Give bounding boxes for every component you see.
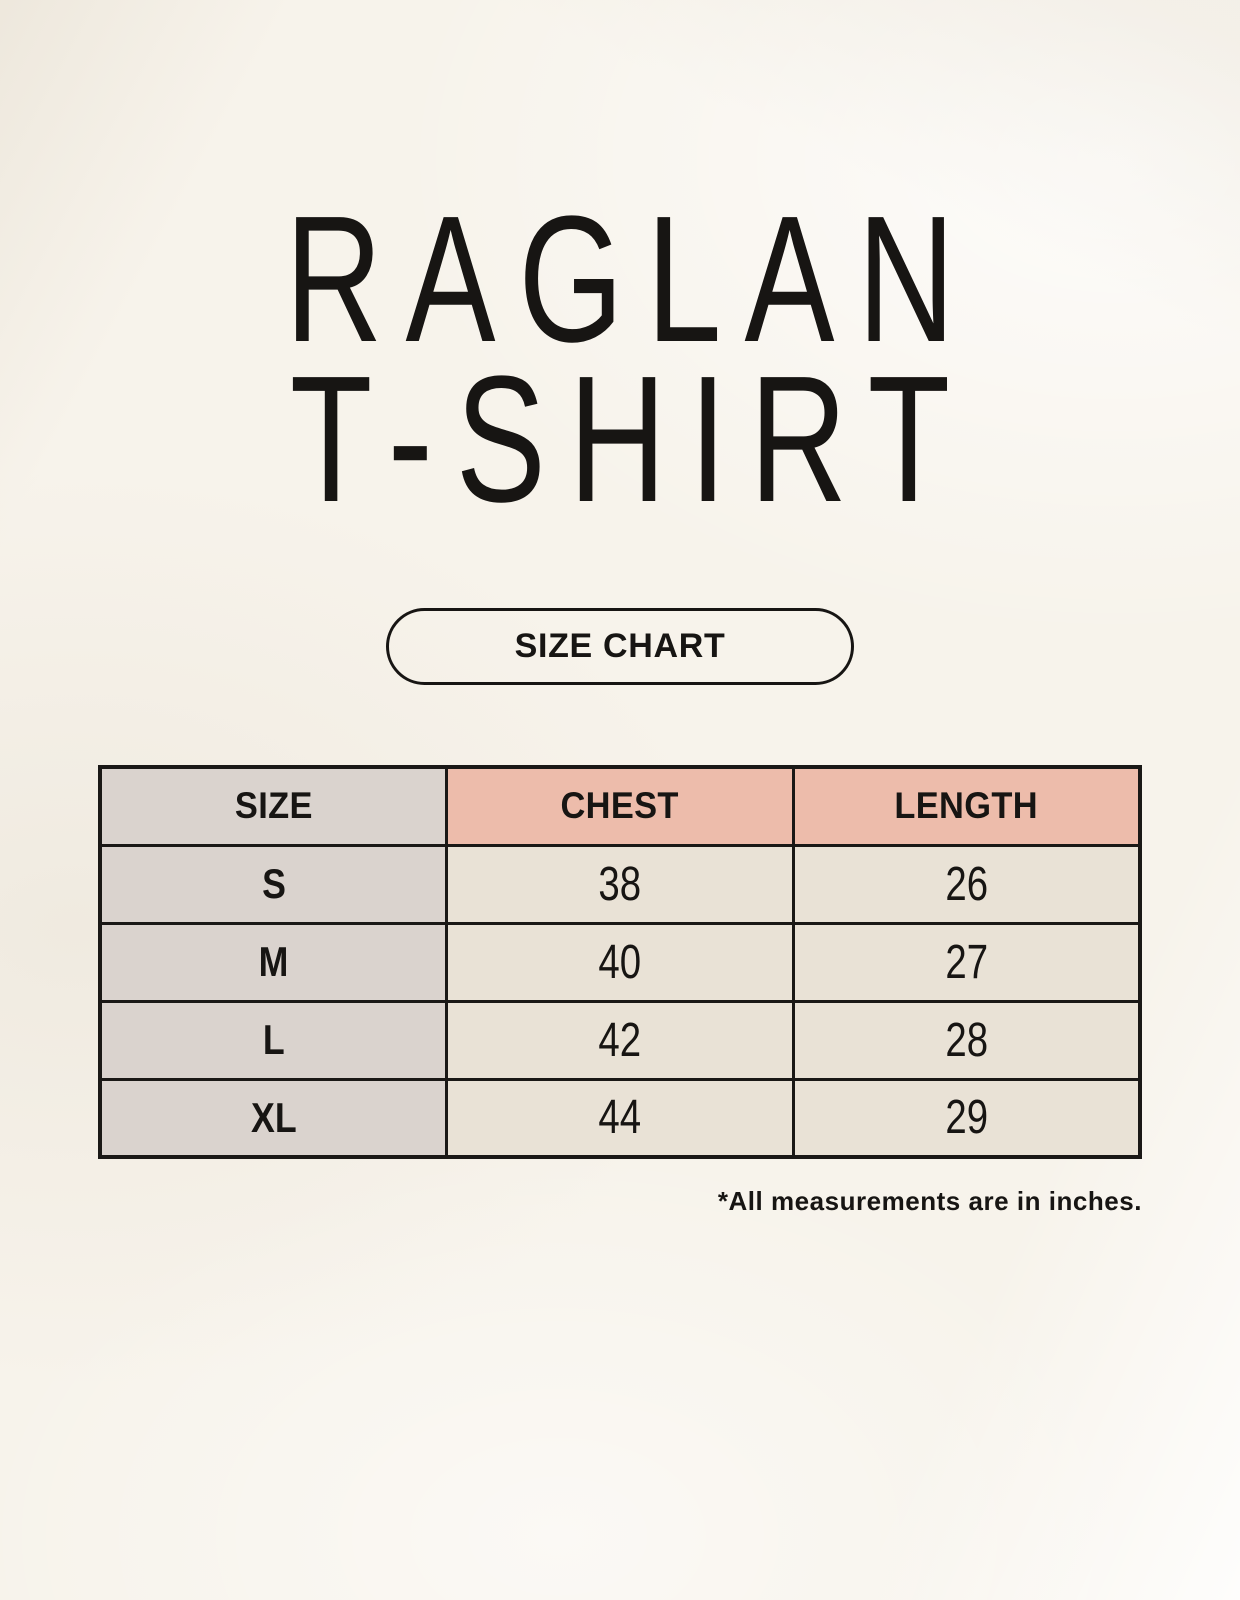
product-title-line2: T-SHIRT (289, 339, 974, 540)
header-cell-size: SIZE (98, 765, 449, 847)
size-chart-button[interactable]: SIZE CHART (386, 608, 854, 685)
measurement-value: 42 (598, 1013, 642, 1067)
length-value-cell: 26 (791, 843, 1142, 925)
size-table-body: S 38 26 M 40 27 L 42 28 XL 44 29 (98, 843, 1142, 1159)
size-table-header-row: SIZE CHEST LENGTH (98, 765, 1142, 847)
chest-value-cell: 42 (445, 999, 795, 1081)
size-table-row-l: L 42 28 (98, 999, 1142, 1081)
size-label-text: L (262, 1016, 285, 1063)
chest-value-cell: 40 (445, 921, 795, 1003)
length-value-cell: 27 (791, 921, 1142, 1003)
measurement-value: 29 (945, 1091, 988, 1145)
header-label-size: SIZE (234, 785, 313, 827)
size-label-cell-m: M (98, 921, 449, 1003)
size-chart-button-label: SIZE CHART (514, 627, 726, 665)
length-value-cell: 28 (791, 999, 1142, 1081)
measurement-value: 26 (945, 857, 988, 911)
size-label-text: XL (250, 1093, 297, 1141)
size-table: SIZE CHEST LENGTH S 38 26 M 40 27 L 42 28 XL 44 29 (98, 765, 1142, 1159)
measurements-footnote: *All measurements are in inches. (717, 1186, 1142, 1216)
length-value-cell: 29 (791, 1077, 1142, 1159)
size-label-text: S (261, 860, 286, 907)
size-table-row-xl: XL 44 29 (98, 1077, 1142, 1159)
chest-value-cell: 38 (445, 843, 795, 925)
measurement-value: 28 (945, 1013, 988, 1067)
size-table-row-s: S 38 26 (98, 843, 1142, 925)
measurement-value: 27 (945, 935, 988, 989)
size-table-row-m: M 40 27 (98, 921, 1142, 1003)
product-title: RAGLAN T-SHIRT (0, 179, 1240, 540)
header-label-chest: CHEST (560, 785, 680, 827)
header-label-length: LENGTH (894, 785, 1039, 827)
chest-value-cell: 44 (445, 1077, 795, 1159)
size-label-cell-s: S (98, 843, 449, 925)
size-label-text: M (258, 938, 289, 985)
product-title-line1: RAGLAN (285, 179, 978, 380)
measurement-value: 38 (598, 857, 642, 911)
header-cell-chest: CHEST (445, 765, 795, 847)
measurement-value: 44 (598, 1091, 642, 1145)
size-label-cell-l: L (98, 999, 449, 1081)
header-cell-length: LENGTH (791, 765, 1142, 847)
size-label-cell-xl: XL (98, 1077, 449, 1159)
measurement-value: 40 (598, 935, 642, 989)
